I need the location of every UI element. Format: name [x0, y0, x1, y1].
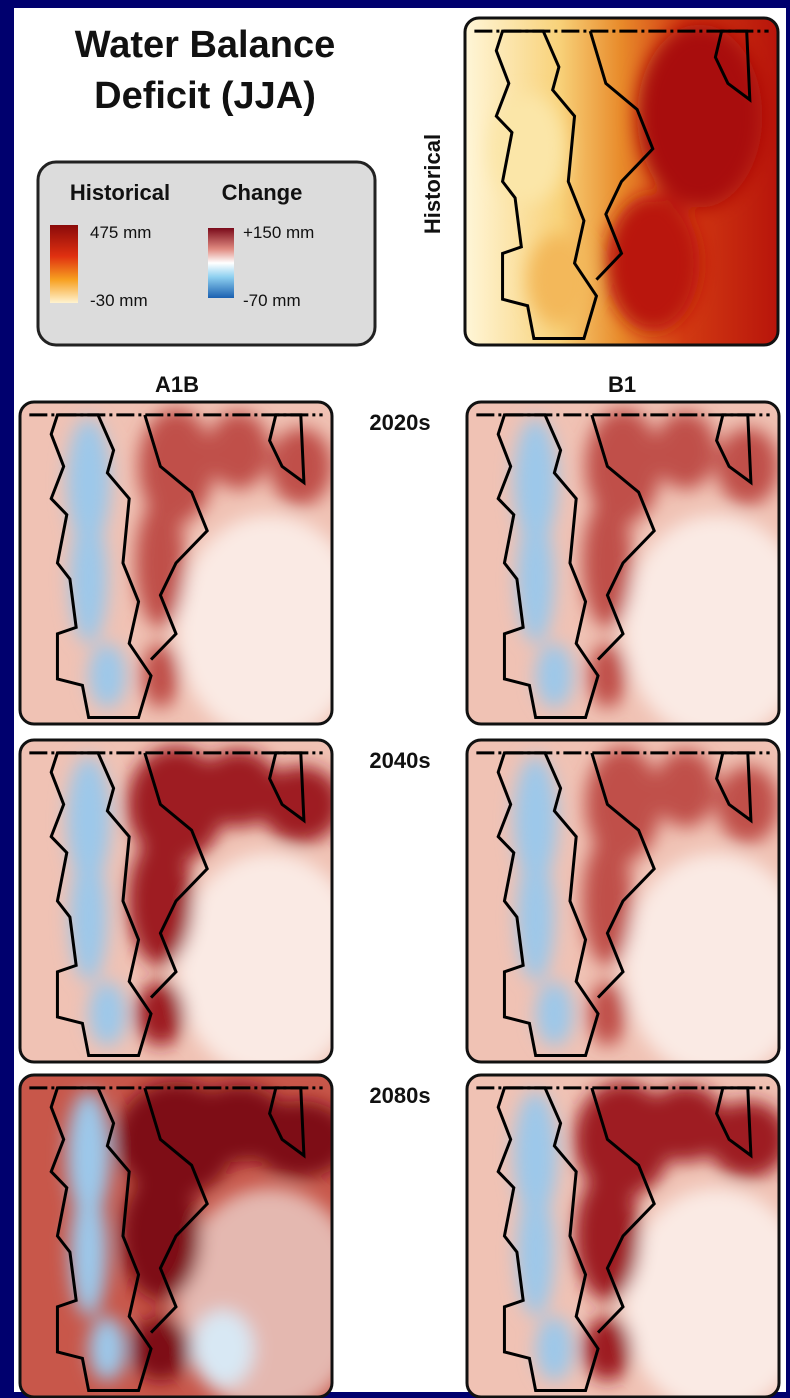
legend-swatch: [208, 228, 234, 298]
legend-heading: Historical: [70, 180, 170, 205]
map: [465, 18, 778, 345]
column-label: B1: [608, 372, 636, 397]
map-blob: [130, 1317, 190, 1381]
row-label: 2040s: [369, 748, 430, 773]
map-blob: [89, 1317, 126, 1381]
map-blob: [536, 644, 573, 708]
map-blob: [536, 1317, 573, 1381]
map: [20, 402, 363, 740]
row-label: 2020s: [369, 410, 430, 435]
map-blob: [490, 94, 565, 204]
legend-swatch: [50, 225, 78, 303]
map-blob: [142, 644, 179, 708]
map-blob: [192, 1310, 254, 1387]
map: [467, 402, 790, 740]
map-blob: [589, 982, 626, 1046]
map-blob: [536, 982, 573, 1046]
legend-label: -30 mm: [90, 291, 148, 310]
map-blob: [606, 195, 700, 332]
legend-heading: Change: [222, 180, 303, 205]
map: [20, 1075, 363, 1398]
column-label: A1B: [155, 372, 199, 397]
row-label: Historical: [420, 134, 445, 234]
map: [467, 1075, 790, 1398]
legend-label: -70 mm: [243, 291, 301, 310]
map-blob: [89, 982, 126, 1046]
figure: Water Balance Deficit (JJA) Historical C…: [0, 0, 790, 1398]
map-blob: [120, 1172, 200, 1301]
title-line: Deficit (JJA): [94, 75, 316, 117]
page: Water Balance Deficit (JJA) Historical C…: [0, 0, 790, 1398]
map-blob: [654, 750, 716, 827]
map-blob: [654, 412, 716, 489]
map-blob: [589, 644, 626, 708]
legend-label: +150 mm: [243, 223, 314, 242]
row-label: 2080s: [369, 1083, 430, 1108]
map-blob: [89, 644, 126, 708]
legend-label: 475 mm: [90, 223, 151, 242]
map: [467, 740, 790, 1078]
map: [20, 740, 363, 1078]
map-blob: [207, 412, 269, 489]
map-blob: [528, 234, 591, 326]
map-blob: [637, 25, 762, 208]
title-line: Water Balance: [75, 24, 335, 66]
